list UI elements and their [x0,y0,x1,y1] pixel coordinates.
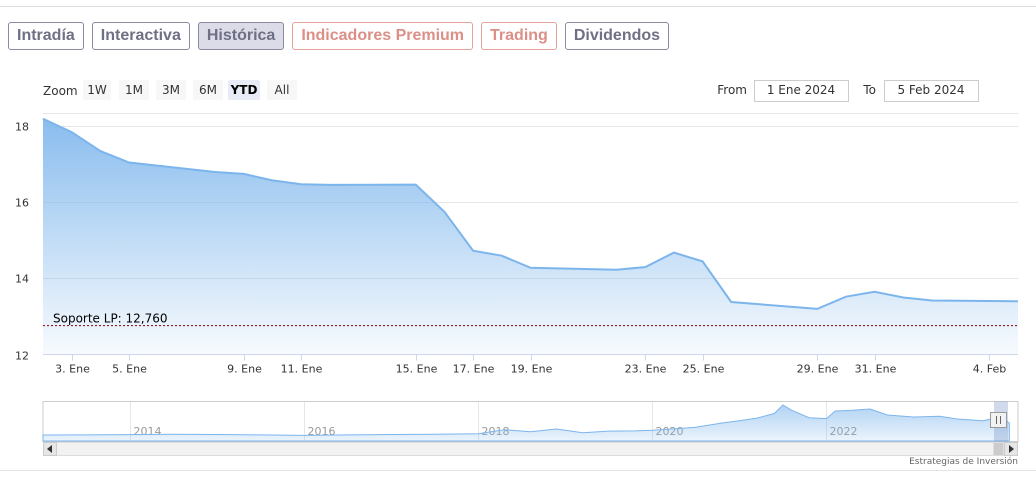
zoom-6m-button[interactable]: 6M [193,80,223,100]
x-tick-label: 19. Ene [511,363,553,376]
navigator[interactable]: 20142016201820202022 [42,401,1019,442]
y-tick-label: 18 [15,121,29,134]
support-label: Soporte LP: 12,760 [53,312,168,326]
from-label: From [717,83,747,97]
tab-bar: Intradía Interactiva Histórica Indicador… [8,22,670,50]
y-tick-label: 12 [15,350,29,363]
chart-container: Zoom 1W 1M 3M 6M YTD All From 1 Ene 2024… [0,70,1036,474]
x-tick-label: 15. Ene [396,363,438,376]
x-tick-label: 9. Ene [227,363,262,376]
arrow-left-icon [47,445,52,453]
scrollbar-thumb[interactable] [993,443,1004,455]
scroll-right-button[interactable] [1004,442,1018,456]
zoom-ytd-label: YTD [230,83,258,97]
top-divider [0,6,1036,7]
bottom-divider [0,470,1036,471]
zoom-ytd-button[interactable]: YTD [228,80,260,100]
x-tick-label: 17. Ene [453,363,495,376]
zoom-all-button[interactable]: All [267,80,297,100]
x-tick-label: 31. Ene [855,363,897,376]
zoom-label: Zoom [43,84,78,98]
scroll-left-button[interactable] [43,442,57,456]
x-tick-label: 3. Ene [55,363,90,376]
scrollbar[interactable] [43,442,1018,456]
arrow-right-icon [1009,445,1014,453]
price-chart: Zoom 1W 1M 3M 6M YTD All From 1 Ene 2024… [15,80,1019,456]
credits-text[interactable]: Estrategias de Inversión [909,457,1018,467]
navigator-area [42,404,1010,442]
x-tick-label: 5. Ene [112,363,147,376]
tab-indicadores-premium[interactable]: Indicadores Premium [292,22,474,50]
to-date-value: 5 Feb 2024 [897,83,964,97]
x-tick-label: 29. Ene [797,363,839,376]
y-tick-label: 14 [15,273,29,286]
x-tick-label: 25. Ene [683,363,725,376]
zoom-1m-label: 1M [125,83,143,97]
y-axis-labels: 12 14 16 18 [15,121,29,363]
tab-dividendos[interactable]: Dividendos [564,22,670,50]
navigator-handle[interactable] [990,412,1007,428]
x-axis-labels: 3. Ene 5. Ene 9. Ene 11. Ene 15. Ene 17. Ene 1… [55,354,1006,376]
x-tick-label: 11. Ene [281,363,323,376]
zoom-all-label: All [275,83,290,97]
from-date-value: 1 Ene 2024 [767,83,835,97]
to-date-input[interactable]: 5 Feb 2024 [884,80,979,102]
zoom-6m-label: 6M [199,83,217,97]
y-tick-label: 16 [15,197,29,210]
x-tick-label: 23. Ene [625,363,667,376]
tab-interactiva[interactable]: Interactiva [91,22,190,50]
to-label: To [862,83,876,97]
zoom-1w-button[interactable]: 1W [83,80,111,100]
zoom-3m-label: 3M [162,83,180,97]
zoom-1w-label: 1W [87,83,107,97]
tab-historica[interactable]: Histórica [197,22,285,50]
price-line [42,117,1019,310]
x-tick-label: 4. Feb [973,363,1006,376]
tab-intradia[interactable]: Intradía [8,22,84,50]
zoom-3m-button[interactable]: 3M [156,80,186,100]
price-area [43,118,1018,355]
tab-trading[interactable]: Trading [481,22,557,50]
from-date-input[interactable]: 1 Ene 2024 [754,80,849,102]
zoom-1m-button[interactable]: 1M [119,80,149,100]
